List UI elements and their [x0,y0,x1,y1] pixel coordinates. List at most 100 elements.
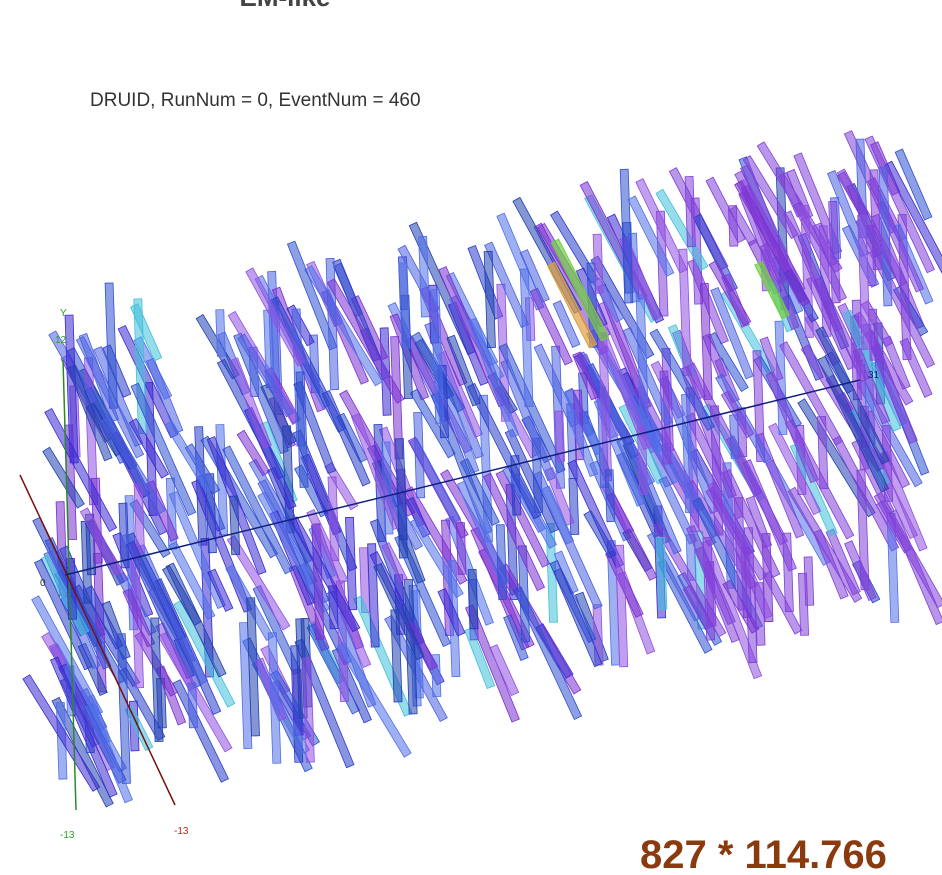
hit-bar [483,250,496,349]
hit-bar [503,614,529,661]
x-axis [19,474,176,806]
hit-bar [145,357,184,434]
hit-bar [464,627,496,690]
y-label: Y [60,308,67,319]
hit-bar [161,565,202,626]
hit-bar [336,641,412,758]
hit-bar [552,300,581,348]
hit-bar [229,357,272,449]
hit-bar [34,558,93,671]
z-axis [64,379,861,576]
hit-bar [168,541,216,621]
hit-bar [373,562,425,661]
hit-bar [627,195,675,277]
hit-bar [550,238,610,342]
hit-bar [304,265,383,387]
hit-bar [466,382,542,520]
hit-bar [437,588,466,637]
x-min: -13 [174,826,189,837]
hit-bar [500,358,556,482]
z-max: 31 [868,370,880,381]
hit-bar [394,438,408,559]
hit-bar [615,544,629,668]
hit-bar [568,478,580,536]
hit-bar [207,568,234,612]
hit-bar [245,267,306,367]
hit-bar [572,351,600,401]
hit-bar [754,582,766,646]
hit-bar [583,510,617,559]
y-axis [62,359,77,811]
hit-bar [709,405,724,536]
hit-bar [84,585,124,650]
hit-bar [729,414,740,459]
hit-bar [130,382,197,517]
hit-bar [172,679,229,783]
hit-bar [489,644,520,697]
hit-bar [49,656,118,798]
run-info: DRUID, RunNum = 0, EventNum = 460 [90,90,421,111]
hit-bar [295,371,309,488]
hit-bar [554,410,565,462]
hit-bar [797,398,876,518]
origin: 0 [40,578,46,589]
hit-bar [164,420,214,494]
hit-bar [708,260,752,327]
hit-bar [78,332,120,423]
hit-bar [237,333,294,418]
hit-bar [129,303,163,362]
hit-bar [873,491,942,609]
hit-bar [754,260,790,320]
hit-bar [684,176,696,248]
hit-bar [116,633,131,784]
hit-bar [409,437,462,524]
hit-bar [79,507,122,576]
hit-bar [267,632,282,764]
hit-bar [734,180,811,307]
hit-bar [246,597,260,737]
hit-bar [484,241,530,328]
hit-bar [759,336,784,382]
hit-bar [686,524,736,626]
hit-bar [325,258,340,391]
hit-bar [707,331,749,393]
hit-bar [302,657,315,763]
hit-bar [782,210,843,332]
hit-bar [655,188,709,271]
hit-bar [350,413,402,530]
hit-bar [815,326,890,465]
hit-bar [468,317,520,438]
hit-bar [410,517,464,599]
hit-bar [513,586,583,721]
hit-bar [467,568,479,630]
hit-bar [22,674,101,792]
y-min: -13 [60,830,75,841]
hit-bars [22,130,942,808]
hit-bar [844,540,877,602]
hit-bar [67,364,113,462]
hit-bar [721,469,781,578]
hit-bar [857,214,871,350]
hit-bar [215,309,226,357]
title: EM-like [239,0,330,12]
hit-bar [529,287,573,366]
hit-bar [418,236,430,318]
hit-bar [495,524,508,601]
hit-bar [817,355,890,493]
hit-bar [495,469,551,568]
hit-bar [852,347,891,425]
hit-bar [229,495,241,556]
hit-bar [345,516,358,611]
hit-bar [482,472,546,592]
hit-bar [236,429,271,477]
hit-bar [742,459,797,572]
hit-bar [546,261,598,349]
hit-bar [768,422,822,516]
hit-bar [326,278,405,404]
hit-bar [798,572,810,636]
hit-bar [85,703,133,804]
hit-bar [306,508,349,585]
hit-bar [699,283,713,400]
hit-bar [742,155,799,240]
hit-bar [894,148,933,221]
